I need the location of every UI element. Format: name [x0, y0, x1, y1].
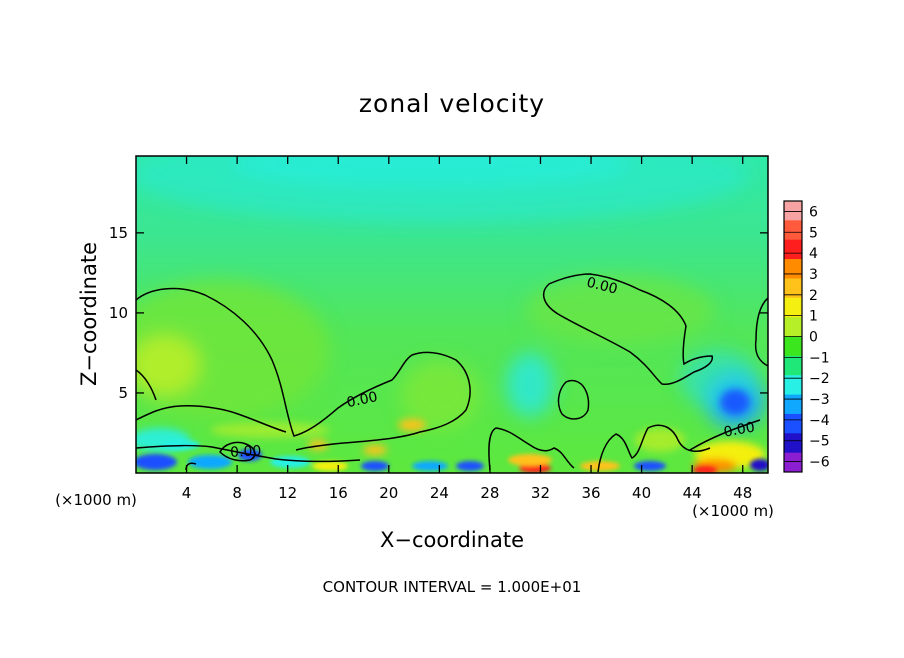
contour-base-right — [488, 427, 575, 471]
colorbar-segment — [784, 239, 802, 260]
colorbar-segment — [784, 413, 802, 434]
x-tick-label: 48 — [733, 484, 752, 502]
contour-right-loop — [542, 273, 714, 386]
yellow-streak-2 — [363, 445, 387, 455]
y-tick-label: 10 — [109, 304, 128, 322]
contour-left-large — [136, 287, 471, 451]
blue-base-8 — [750, 459, 768, 471]
dark-blue-right-core — [720, 389, 750, 415]
colorbar-label: 4 — [809, 246, 818, 262]
yellow-base-2 — [580, 461, 620, 471]
yellow-base-3 — [312, 461, 348, 471]
x-tick-label: 44 — [683, 484, 702, 502]
y-axis-label: Z−coordinate — [77, 242, 101, 386]
colorbar-label: −2 — [809, 371, 830, 387]
chart-title: zonal velocity — [359, 89, 545, 118]
colorbar-label: −6 — [809, 455, 830, 471]
heatmap-field — [136, 156, 768, 473]
blue-base-7 — [634, 461, 666, 471]
colorbar-label: −5 — [809, 434, 830, 450]
contour-label: 0.00 — [345, 389, 379, 411]
contour-interval-note: CONTOUR INTERVAL = 1.000E+01 — [323, 578, 582, 596]
contour-base-left-blob — [219, 441, 256, 462]
green-low-right — [635, 428, 685, 452]
blue-base-1 — [136, 454, 177, 470]
colorbar — [783, 200, 803, 473]
colorbar-segment — [784, 452, 802, 473]
colorbar-segment — [784, 220, 802, 241]
colorbar-label: 3 — [809, 267, 818, 283]
colorbar-segment — [784, 394, 802, 415]
red-base-2 — [693, 466, 717, 473]
x-tick-label: 4 — [182, 484, 192, 502]
colorbar-segment — [784, 297, 802, 318]
x-tick-label: 36 — [581, 484, 600, 502]
contour-left-edge-top — [136, 369, 157, 401]
blue-base-5 — [412, 461, 448, 471]
x-ticks: 4 8 12 16 20 24 28 32 36 40 44 48 — [182, 156, 752, 502]
cyan-top-core — [230, 156, 630, 187]
contour-left-lower — [136, 405, 287, 433]
colorbar-segment — [784, 336, 802, 357]
x-tick-label: 40 — [632, 484, 651, 502]
blue-base-4 — [361, 461, 389, 471]
colorbar-segment — [784, 201, 802, 221]
yellow-base-1 — [508, 454, 552, 466]
light-blue-mid — [506, 353, 554, 417]
green-mid-blob — [400, 360, 480, 430]
contour-right-lower — [689, 419, 761, 451]
colorbar-segment — [784, 375, 802, 396]
x-unit-left: (×1000 m) — [55, 491, 137, 509]
x-tick-label: 16 — [329, 484, 348, 502]
contour-right-edge — [754, 297, 768, 367]
y-ticks: 5 10 15 — [109, 224, 768, 402]
colorbar-segment — [784, 259, 802, 279]
colorbar-label: −4 — [809, 413, 830, 429]
x-axis-label: X−coordinate — [380, 528, 524, 552]
x-unit-right: (×1000 m) — [692, 502, 774, 520]
contour-lines — [136, 273, 768, 473]
cyan-base-1 — [270, 456, 310, 468]
contour-label: 0.00 — [230, 443, 262, 461]
yellow-streak-1 — [398, 419, 426, 431]
heatmap-boundary-layer — [136, 440, 768, 473]
colorbar-segment — [784, 433, 802, 454]
x-tick-label: 12 — [278, 484, 297, 502]
colorbar-label: 2 — [809, 288, 818, 304]
y-tick-label: 15 — [109, 224, 128, 242]
colorbar-label: 6 — [809, 204, 818, 220]
contour-label: 0.00 — [585, 275, 619, 298]
heatmap-smooth-regions — [136, 156, 765, 430]
colorbar-label: −3 — [809, 392, 830, 408]
colorbar-segment — [784, 317, 802, 337]
colorbar-label: 1 — [809, 309, 818, 325]
contour-base-right-2 — [597, 424, 711, 473]
contour-label: 0.00 — [723, 419, 756, 440]
yellow-streak-3 — [308, 440, 328, 450]
colorbar-label: 5 — [809, 225, 818, 241]
y-tick-label: 5 — [118, 384, 128, 402]
blue-base-6 — [456, 461, 484, 471]
x-tick-label: 24 — [430, 484, 449, 502]
x-tick-label: 8 — [232, 484, 242, 502]
colorbar-label: 0 — [809, 330, 818, 346]
x-tick-label: 20 — [379, 484, 398, 502]
blue-base-2 — [188, 455, 232, 469]
colorbar-labels: 6 5 4 3 2 1 0 −1 −2 −3 −4 −5 −6 — [809, 204, 830, 470]
yellow-left-core — [136, 335, 200, 395]
colorbar-segment — [784, 355, 802, 376]
colorbar-segment — [784, 278, 802, 299]
x-tick-label: 32 — [531, 484, 550, 502]
colorbar-label: −1 — [809, 350, 830, 366]
contour-mid-small — [557, 379, 590, 420]
plot-frame — [135, 155, 769, 474]
light-green-streak — [210, 422, 330, 438]
x-tick-label: 28 — [480, 484, 499, 502]
contour-labels: 0.00 0.00 0.00 0.00 — [230, 275, 756, 461]
upper-green-right — [525, 275, 715, 345]
contour-left-base — [136, 444, 361, 463]
